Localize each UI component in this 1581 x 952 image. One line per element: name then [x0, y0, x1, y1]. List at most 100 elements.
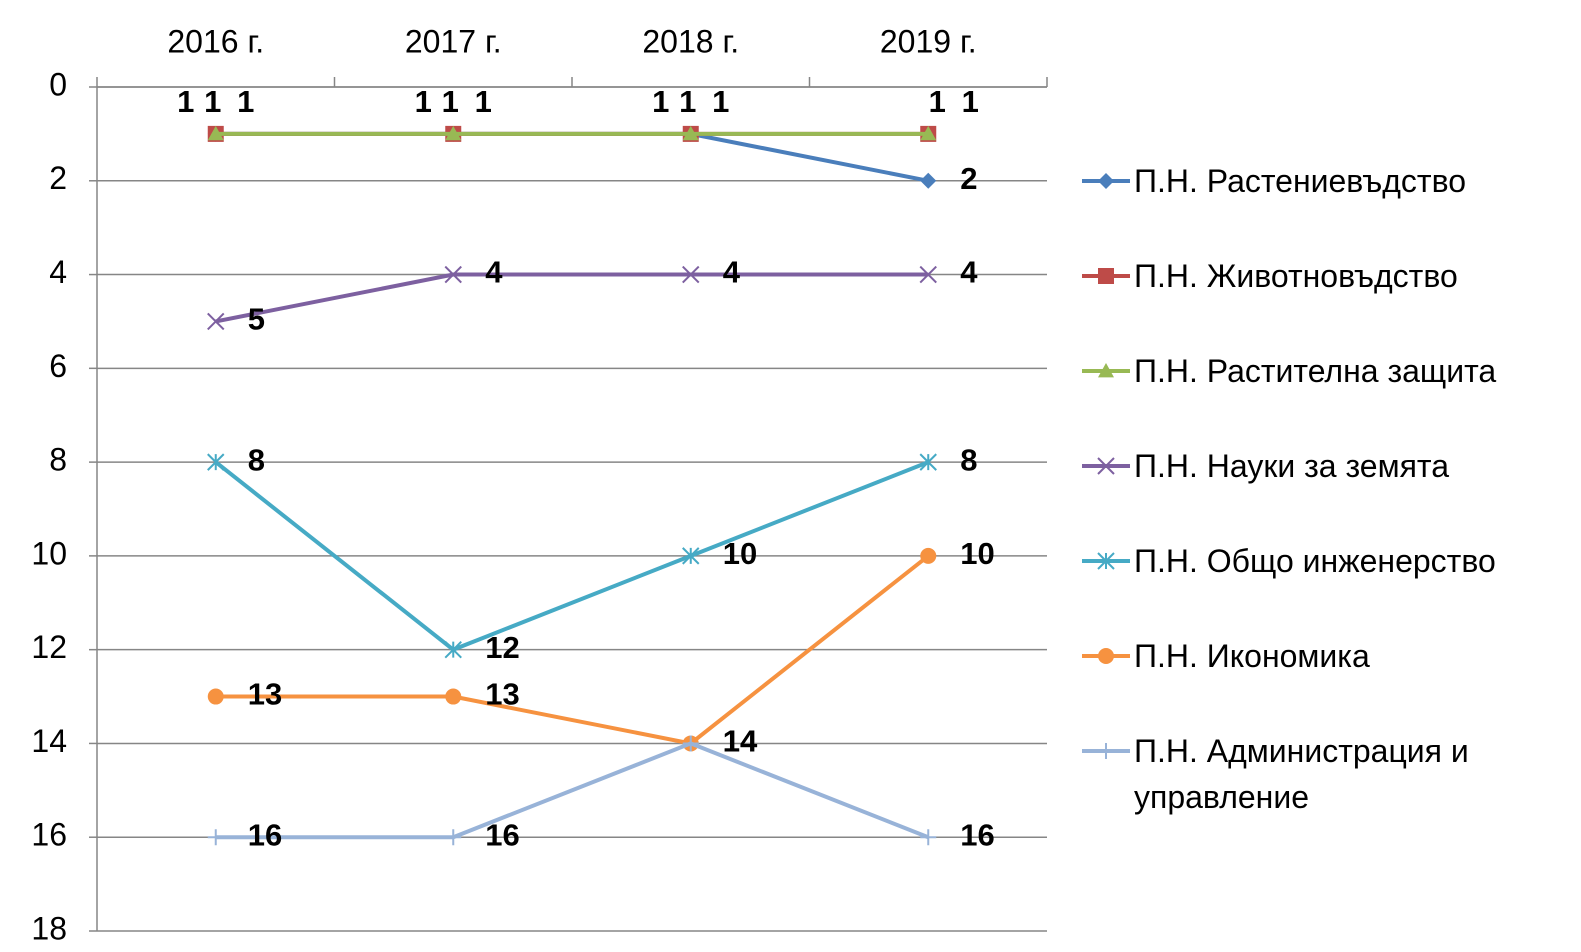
marker — [207, 829, 224, 846]
data-label: 16 — [960, 817, 994, 852]
y-tick-label: 16 — [31, 817, 67, 853]
marker — [920, 547, 937, 564]
series-line — [215, 554, 930, 746]
x-tick-label: 2017 г. — [405, 23, 502, 59]
data-label: 1 — [177, 84, 194, 119]
y-tick-label: 12 — [31, 629, 67, 665]
marker — [682, 547, 700, 565]
series: 16 16 14 16 — [207, 724, 995, 852]
marker — [920, 172, 937, 189]
legend-swatch — [1082, 173, 1130, 189]
marker — [919, 265, 937, 284]
data-label: 2 — [960, 161, 977, 196]
marker — [1098, 268, 1114, 284]
data-label: 1 — [652, 84, 669, 119]
series: 13 13 14 10 — [207, 536, 995, 759]
data-label: 16 — [248, 817, 282, 852]
data-label: 8 — [960, 442, 977, 477]
marker — [682, 265, 700, 284]
series: 1 1 12 — [177, 84, 977, 196]
data-label: 1 — [929, 84, 946, 119]
data-label: 16 — [485, 817, 519, 852]
legend-label: П.Н. Растителна защита — [1134, 353, 1497, 389]
series-line — [215, 131, 929, 183]
data-label: 12 — [485, 630, 519, 665]
marker — [444, 640, 462, 659]
legend-label: П.Н. Общо инженерство — [1134, 543, 1496, 579]
legend-swatch — [1082, 363, 1130, 378]
data-label: 1 — [712, 84, 729, 119]
data-label: 4 — [723, 255, 741, 290]
series: 5 4 4 4 — [207, 255, 978, 337]
legend-label: П.Н. Растениевъдство — [1134, 163, 1466, 199]
data-label: 4 — [960, 255, 978, 290]
marker — [1098, 648, 1114, 664]
marker — [1098, 173, 1114, 189]
legend-item: П.Н. Растениевъдство — [1080, 158, 1575, 253]
marker — [920, 829, 937, 846]
marker — [682, 125, 699, 141]
legend-label: П.Н. Животновъдство — [1134, 258, 1458, 294]
marker — [1097, 457, 1115, 475]
data-label: 13 — [248, 677, 282, 712]
legend-item: П.Н. Животновъдство — [1080, 253, 1575, 348]
legend-swatch — [1082, 648, 1130, 664]
legend-label: П.Н. Администрация и управление — [1134, 733, 1469, 815]
legend-swatch — [1082, 457, 1130, 475]
y-tick-label: 6 — [49, 348, 67, 384]
y-tick-label: 4 — [49, 254, 67, 290]
y-tick-label: 10 — [31, 535, 67, 571]
legend-label: П.Н. Науки за земята — [1134, 448, 1449, 484]
legend-item: П.Н. Администрация и управление — [1080, 728, 1575, 823]
data-label: 1 — [962, 84, 979, 119]
data-label: 1 — [475, 84, 492, 119]
marker — [207, 688, 224, 705]
data-label: 1 — [679, 84, 696, 119]
data-label: 8 — [248, 442, 265, 477]
marker — [445, 125, 462, 141]
data-label: 1 — [415, 84, 432, 119]
legend-swatch — [1082, 268, 1130, 284]
y-tick-label: 14 — [31, 723, 67, 759]
legend-label: П.Н. Икономика — [1134, 638, 1370, 674]
marker — [207, 312, 225, 331]
data-label: 14 — [723, 724, 758, 759]
data-label: 10 — [960, 536, 994, 571]
marker — [1097, 552, 1115, 570]
marker — [445, 829, 462, 846]
x-tick-label: 2019 г. — [880, 23, 977, 59]
marker — [207, 453, 225, 471]
legend: П.Н. Растениевъдство П.Н. Животновъдство П… — [1080, 158, 1575, 823]
data-label: 13 — [485, 677, 519, 712]
data-label: 14 — [723, 724, 758, 759]
marker — [920, 125, 937, 141]
marker — [207, 125, 224, 141]
legend-swatch — [1082, 552, 1130, 570]
legend-item: П.Н. Науки за земята — [1080, 443, 1575, 538]
marker — [919, 453, 937, 471]
y-tick-label: 0 — [49, 66, 67, 102]
data-label: 10 — [723, 536, 757, 571]
data-label: 5 — [248, 302, 265, 337]
series-line — [215, 741, 929, 840]
marker — [444, 265, 462, 284]
legend-swatch — [1082, 743, 1130, 759]
series-line — [214, 460, 929, 652]
y-tick-label: 18 — [31, 910, 67, 946]
marker — [682, 735, 699, 752]
x-tick-label: 2018 г. — [642, 23, 739, 59]
legend-item: П.Н. Растителна защита — [1080, 348, 1575, 443]
marker — [1098, 363, 1114, 378]
marker — [445, 688, 462, 705]
data-label: 1 — [204, 84, 221, 119]
data-label: 4 — [485, 255, 503, 290]
data-label: 1 — [237, 84, 254, 119]
data-label: 1 — [442, 84, 459, 119]
y-tick-label: 8 — [49, 442, 67, 478]
y-tick-label: 2 — [49, 160, 67, 196]
x-tick-label: 2016 г. — [167, 23, 264, 59]
series-line — [215, 272, 929, 324]
